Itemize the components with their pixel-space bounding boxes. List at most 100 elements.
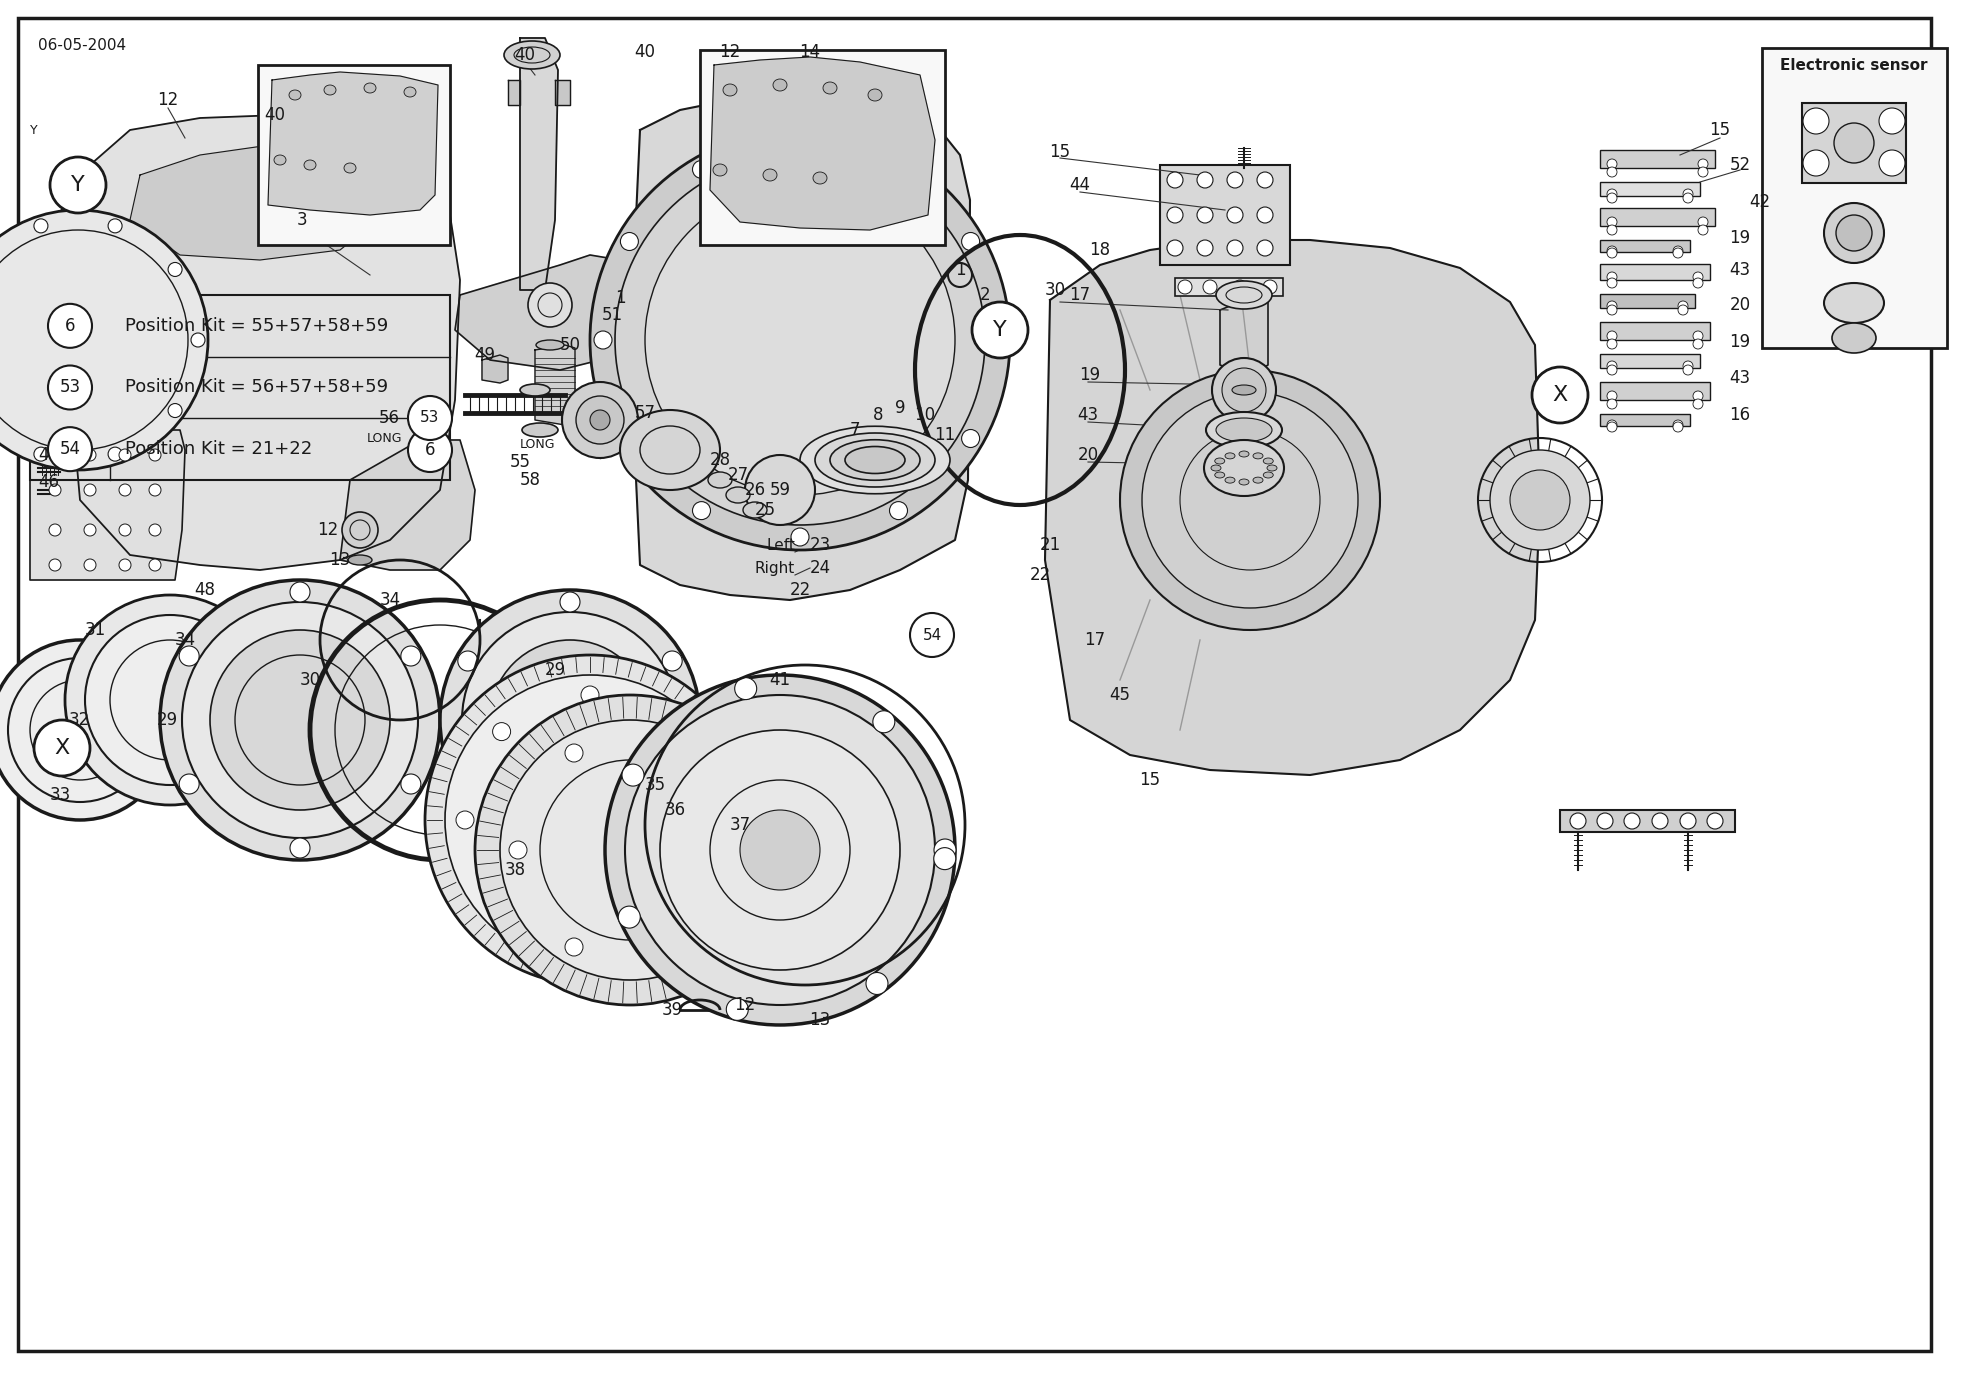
- Ellipse shape: [1804, 108, 1829, 135]
- Text: 54: 54: [923, 627, 942, 642]
- Text: 47: 47: [37, 447, 59, 465]
- Ellipse shape: [1674, 422, 1684, 431]
- Ellipse shape: [987, 331, 1005, 350]
- Bar: [1161, 165, 1290, 265]
- Ellipse shape: [1684, 193, 1694, 203]
- Ellipse shape: [1694, 277, 1703, 288]
- Text: 53: 53: [59, 379, 81, 397]
- Ellipse shape: [490, 639, 649, 800]
- Ellipse shape: [425, 655, 755, 985]
- Ellipse shape: [1198, 172, 1214, 189]
- Bar: [258, 65, 450, 245]
- Ellipse shape: [563, 381, 637, 458]
- Ellipse shape: [85, 484, 96, 497]
- Bar: [1599, 264, 1709, 280]
- Ellipse shape: [580, 687, 600, 705]
- Text: 41: 41: [769, 671, 791, 689]
- Text: X: X: [55, 738, 69, 759]
- Ellipse shape: [791, 135, 808, 153]
- Ellipse shape: [1607, 160, 1617, 169]
- Text: 48: 48: [195, 581, 216, 599]
- Ellipse shape: [118, 449, 132, 460]
- Ellipse shape: [1212, 358, 1277, 422]
- Text: 55: 55: [509, 454, 531, 472]
- Polygon shape: [507, 80, 519, 105]
- Ellipse shape: [692, 502, 710, 520]
- Text: LONG: LONG: [519, 438, 555, 452]
- Text: 9: 9: [895, 399, 905, 417]
- Ellipse shape: [726, 999, 747, 1021]
- Ellipse shape: [403, 87, 415, 97]
- Bar: [1599, 182, 1699, 196]
- Text: 10: 10: [915, 406, 936, 424]
- Ellipse shape: [1239, 479, 1249, 485]
- Text: 32: 32: [69, 712, 90, 730]
- Ellipse shape: [1263, 472, 1273, 479]
- Ellipse shape: [620, 233, 639, 251]
- Ellipse shape: [576, 397, 624, 444]
- Ellipse shape: [1707, 813, 1723, 829]
- Ellipse shape: [759, 791, 860, 890]
- Ellipse shape: [618, 906, 641, 928]
- Ellipse shape: [325, 85, 336, 94]
- Ellipse shape: [1227, 207, 1243, 223]
- Ellipse shape: [773, 79, 787, 92]
- Ellipse shape: [663, 651, 683, 671]
- Text: 15: 15: [1139, 771, 1161, 789]
- Text: 45: 45: [1109, 687, 1131, 705]
- Ellipse shape: [1198, 240, 1214, 257]
- Ellipse shape: [108, 219, 122, 233]
- Ellipse shape: [1694, 331, 1703, 341]
- Text: Left: Left: [765, 538, 795, 552]
- Text: 22: 22: [1029, 566, 1050, 584]
- Ellipse shape: [1227, 240, 1243, 257]
- Ellipse shape: [661, 730, 901, 970]
- Text: 25: 25: [755, 501, 775, 519]
- Bar: [1599, 381, 1709, 399]
- Ellipse shape: [1178, 280, 1192, 294]
- Ellipse shape: [159, 580, 441, 860]
- Ellipse shape: [744, 502, 767, 517]
- Text: LONG: LONG: [366, 431, 401, 444]
- Ellipse shape: [1607, 245, 1617, 257]
- Ellipse shape: [1216, 282, 1273, 309]
- Ellipse shape: [1225, 454, 1235, 459]
- Text: 43: 43: [1729, 369, 1751, 387]
- Ellipse shape: [962, 233, 980, 251]
- Ellipse shape: [1684, 189, 1694, 198]
- Ellipse shape: [734, 841, 751, 859]
- Ellipse shape: [33, 447, 47, 460]
- Ellipse shape: [1607, 301, 1617, 311]
- Circle shape: [47, 427, 92, 472]
- Ellipse shape: [594, 331, 612, 350]
- Polygon shape: [454, 255, 639, 370]
- Ellipse shape: [692, 161, 710, 179]
- Text: 16: 16: [1729, 406, 1751, 424]
- Text: 13: 13: [808, 1011, 830, 1029]
- Ellipse shape: [1684, 365, 1694, 374]
- Text: 40: 40: [515, 46, 535, 64]
- Ellipse shape: [108, 447, 122, 460]
- Polygon shape: [130, 146, 389, 259]
- Text: 15: 15: [1050, 143, 1070, 161]
- Ellipse shape: [763, 169, 777, 180]
- Text: 14: 14: [799, 43, 820, 61]
- Ellipse shape: [565, 743, 582, 761]
- Text: 19: 19: [1729, 229, 1751, 247]
- Circle shape: [972, 302, 1029, 358]
- Text: 43: 43: [1729, 261, 1751, 279]
- Ellipse shape: [590, 411, 610, 430]
- Text: 50: 50: [559, 336, 580, 354]
- Ellipse shape: [669, 723, 686, 741]
- Ellipse shape: [1694, 399, 1703, 409]
- Ellipse shape: [289, 583, 311, 602]
- Ellipse shape: [179, 774, 199, 793]
- Ellipse shape: [934, 847, 956, 870]
- Ellipse shape: [1257, 207, 1273, 223]
- Ellipse shape: [500, 720, 759, 981]
- Ellipse shape: [1227, 172, 1243, 189]
- Ellipse shape: [822, 82, 838, 94]
- Ellipse shape: [1607, 420, 1617, 430]
- Ellipse shape: [364, 83, 376, 93]
- Text: 12: 12: [734, 996, 755, 1014]
